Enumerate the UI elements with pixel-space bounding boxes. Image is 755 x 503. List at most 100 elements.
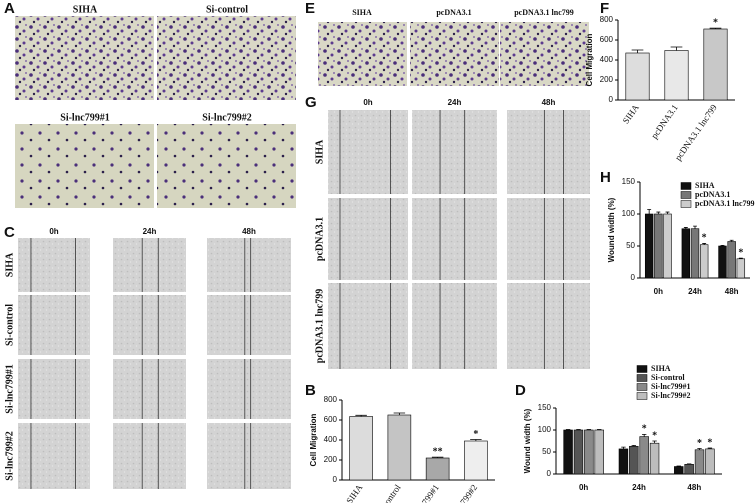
micrograph [15, 16, 154, 100]
error-bar [631, 445, 637, 447]
significance: * [702, 233, 707, 244]
legend-swatch [636, 392, 648, 400]
micrograph [410, 22, 499, 86]
wound-image [207, 423, 291, 489]
bar [584, 429, 594, 475]
error-bar [431, 456, 444, 458]
y-tick-label: 800 [600, 15, 614, 24]
y-tick-label: 50 [626, 241, 635, 250]
significance: * [738, 247, 743, 258]
error-bar [720, 244, 725, 246]
micrograph [15, 124, 154, 208]
panel-label: G [305, 94, 317, 111]
wound-image [113, 238, 186, 292]
bar [649, 442, 660, 475]
y-axis-label: Wound width (%) [607, 197, 616, 262]
y-axis-label: Cell Migration [585, 33, 594, 86]
wound-image [113, 423, 186, 489]
legend-label: Si-lnc799#2 [651, 391, 691, 400]
column-header: 0h [363, 98, 372, 107]
image-caption: Si-control [206, 4, 248, 15]
y-tick-label: 100 [538, 425, 552, 434]
y-tick-label: 50 [542, 447, 551, 456]
bar [684, 464, 694, 475]
legend-swatch [680, 191, 692, 199]
error-bar [631, 49, 644, 53]
error-bar [729, 239, 734, 242]
wound-image [328, 283, 408, 369]
bar [594, 429, 604, 475]
error-bar [656, 211, 661, 214]
wound-image [18, 423, 90, 489]
significance: * [697, 438, 702, 449]
y-tick-label: 200 [324, 455, 338, 464]
bar [705, 448, 715, 475]
micrograph [318, 22, 407, 86]
x-tick-label: 48h [725, 287, 739, 296]
y-tick-label: 200 [600, 75, 614, 84]
panel-label: C [4, 224, 15, 241]
bar [573, 429, 584, 475]
y-axis-label: Cell Migration [309, 413, 318, 466]
legend-label: Si-lnc799#1 [651, 382, 691, 391]
x-tick-label: SIHA [344, 482, 365, 503]
wound-image [507, 198, 590, 280]
row-label: Si-lnc799#2 [4, 431, 15, 480]
wound-image [412, 283, 497, 369]
x-tick-label: pcDNA3.1 [649, 103, 680, 141]
legend-label: SIHA [695, 181, 715, 190]
image-caption: Si-lnc799#1 [60, 112, 109, 123]
y-tick-label: 100 [622, 209, 636, 218]
row-label: Si-lnc799#1 [4, 364, 15, 413]
wound-image [507, 110, 590, 194]
y-tick-label: 400 [324, 435, 338, 444]
bar [663, 213, 672, 279]
micrograph [500, 22, 589, 86]
bar [681, 228, 691, 279]
x-tick-label: Si-lnc799#2 [446, 483, 479, 503]
panel-label: D [515, 382, 526, 399]
significance: * [707, 437, 712, 448]
y-tick-label: 600 [600, 35, 614, 44]
bar [387, 414, 412, 481]
x-tick-label: SIHA [621, 102, 642, 125]
wound-image [113, 295, 186, 355]
legend-swatch [636, 365, 648, 373]
x-tick-label: Si-control [374, 482, 403, 503]
legend-swatch [680, 182, 692, 190]
image-caption: Si-lnc799#2 [202, 112, 251, 123]
bar [349, 416, 373, 481]
row-label: Si-control [4, 304, 15, 346]
y-axis-label: Wound width (%) [523, 408, 532, 473]
bar [690, 228, 700, 279]
significance: * [652, 430, 657, 441]
significance: * [713, 17, 718, 28]
error-bar [665, 211, 670, 214]
image-caption: SIHA [73, 4, 98, 15]
error-bar [709, 27, 722, 29]
bar [703, 28, 728, 101]
y-tick-label: 800 [324, 395, 338, 404]
x-tick-label: 24h [632, 483, 646, 492]
bar [736, 258, 746, 279]
row-label: pcDNA3.1 lnc799 [314, 289, 325, 363]
column-header: 24h [143, 227, 157, 236]
bar [699, 244, 709, 279]
bar [618, 448, 629, 475]
error-bar [738, 257, 743, 259]
panel-label: F [600, 0, 609, 17]
error-bar [355, 414, 367, 417]
bar [664, 50, 689, 101]
wound-image [507, 283, 590, 369]
wound-image [18, 359, 90, 419]
y-tick-label: 0 [333, 475, 338, 484]
error-bar [621, 446, 626, 449]
x-tick-label: 48h [687, 483, 701, 492]
wound-image [207, 295, 291, 355]
y-tick-label: 150 [622, 177, 636, 186]
error-bar [470, 439, 482, 441]
wound-image [18, 295, 90, 355]
column-header: 48h [242, 227, 256, 236]
y-tick-label: 400 [600, 55, 614, 64]
